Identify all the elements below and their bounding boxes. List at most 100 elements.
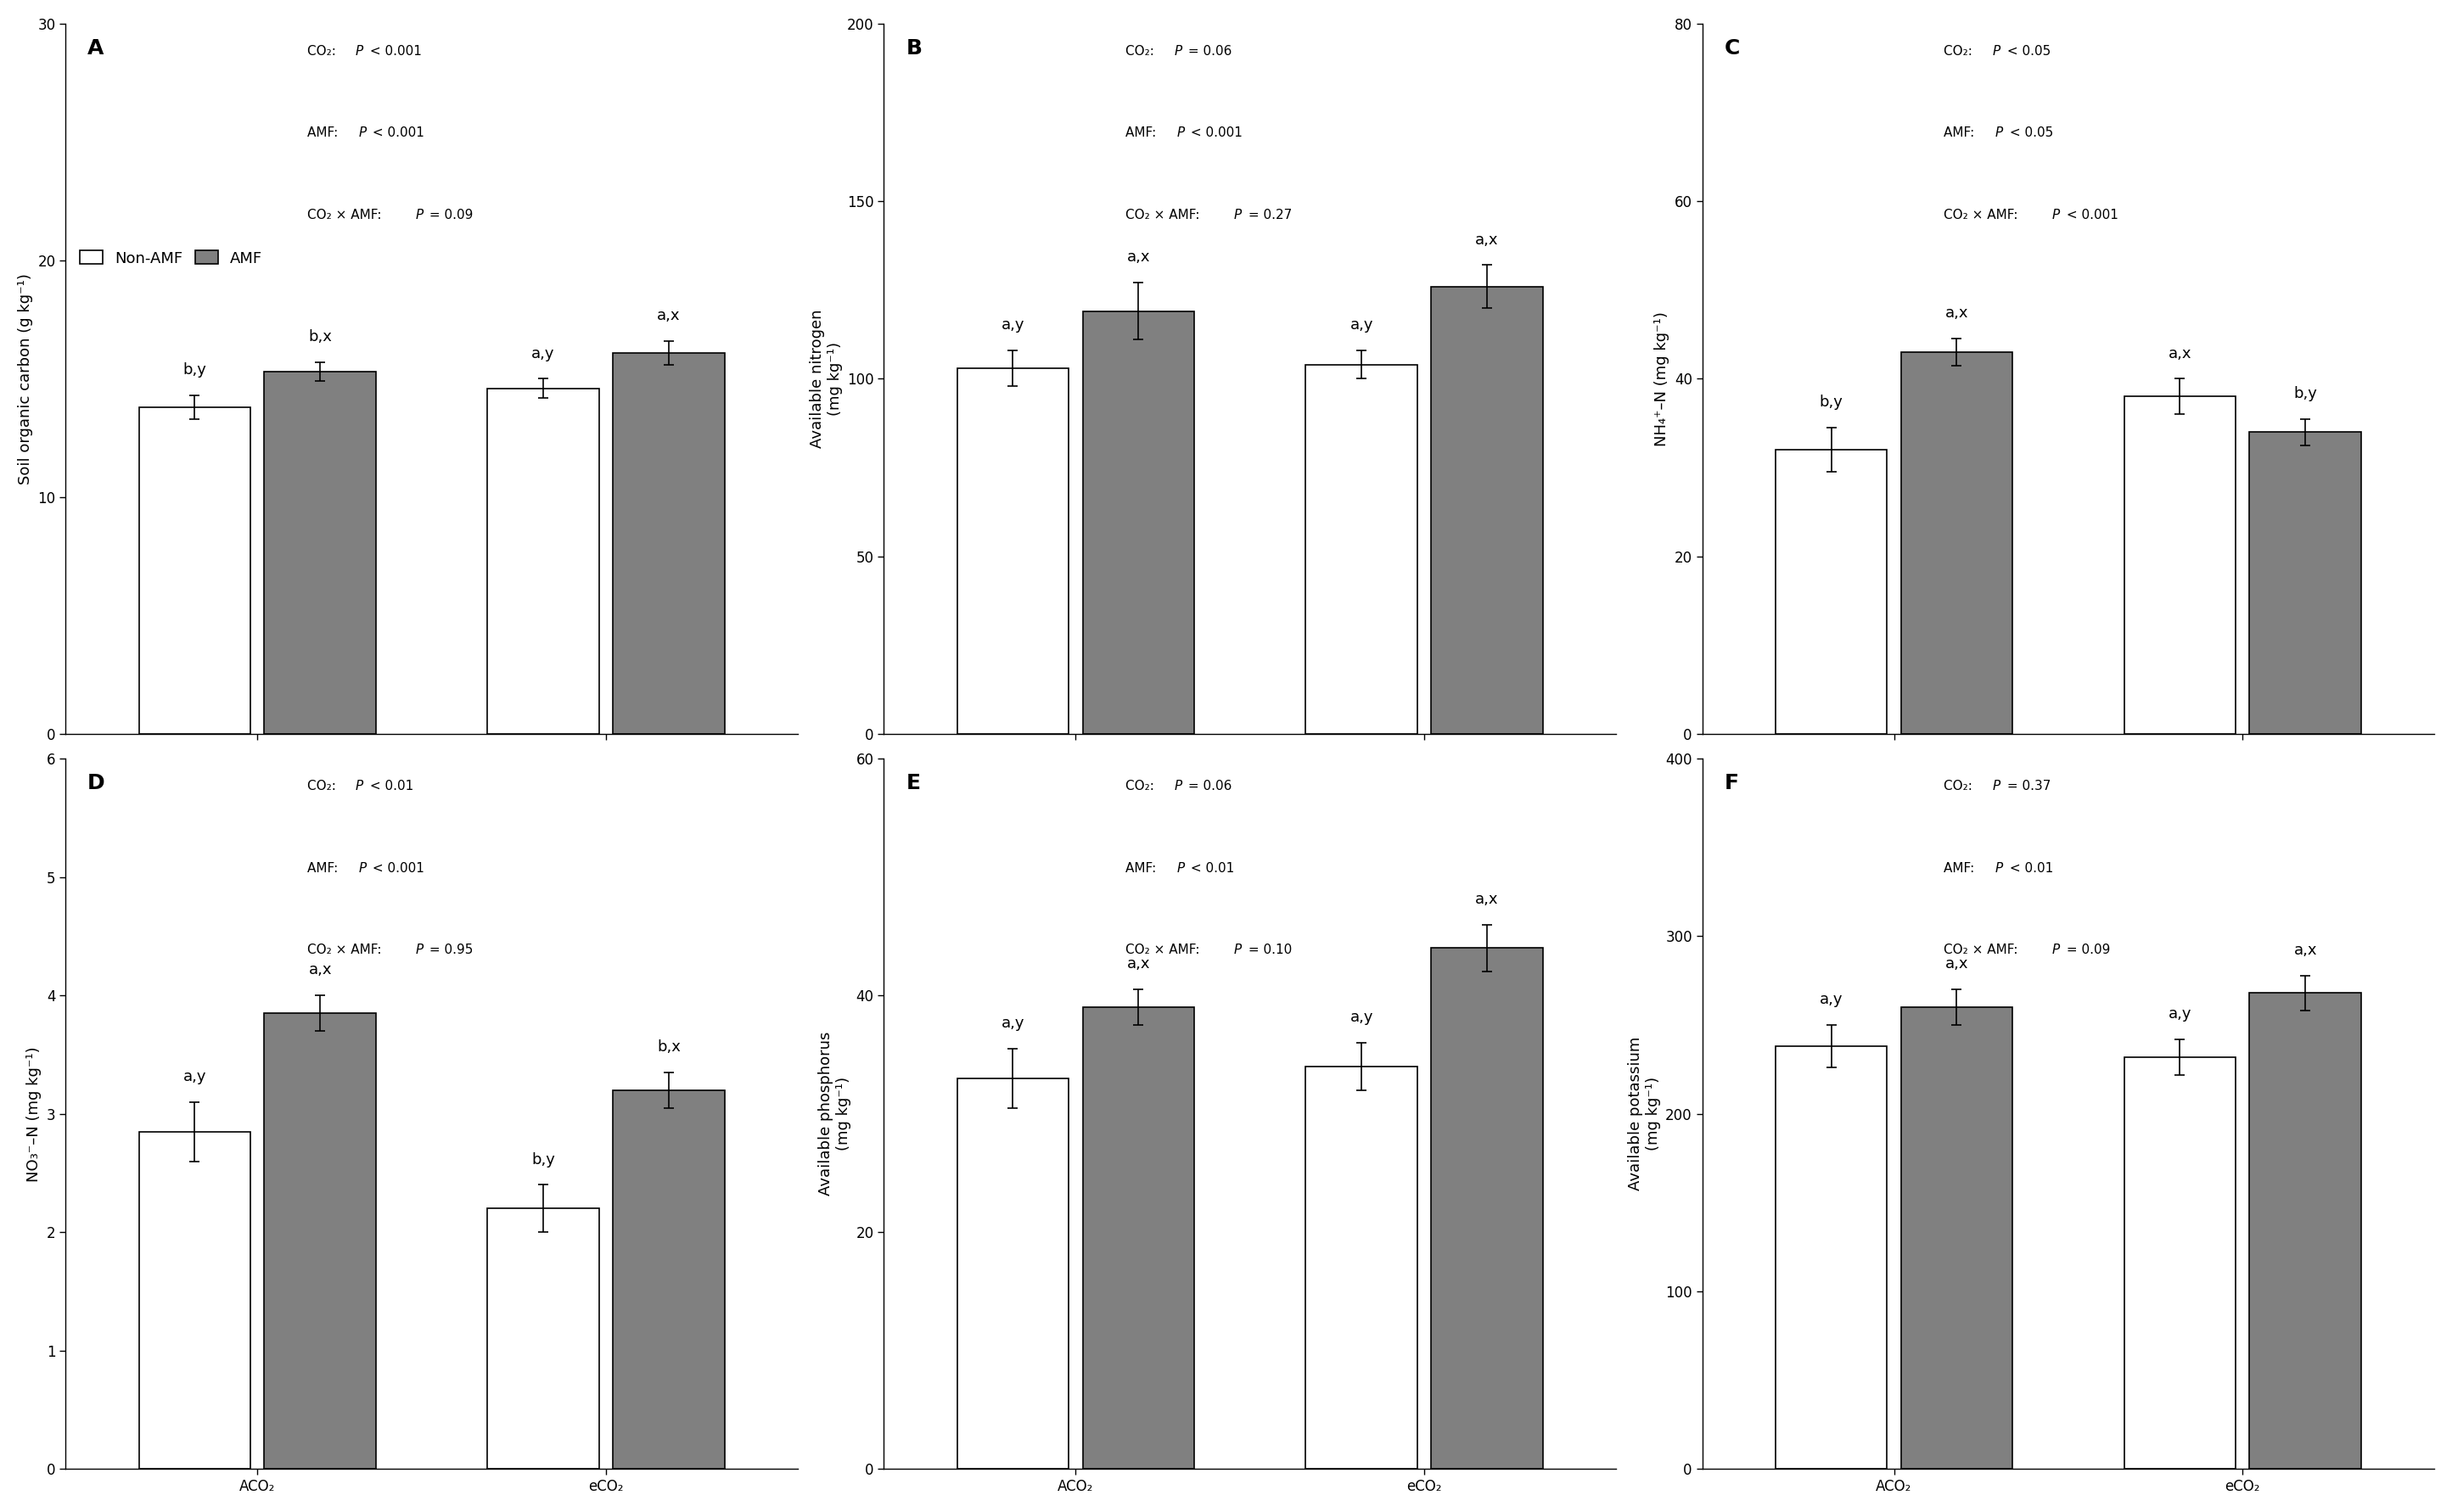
- Bar: [956, 1078, 1069, 1470]
- Text: a,x: a,x: [1476, 233, 1498, 248]
- Text: P: P: [2052, 943, 2060, 956]
- Text: CO₂:: CO₂:: [306, 45, 343, 57]
- Text: a,x: a,x: [1944, 305, 1969, 321]
- Text: < 0.01: < 0.01: [1187, 862, 1236, 874]
- Text: a,y: a,y: [532, 346, 554, 361]
- Text: b,x: b,x: [309, 330, 331, 345]
- Bar: [265, 1013, 375, 1470]
- Bar: [1432, 948, 1542, 1470]
- Text: CO₂:: CO₂:: [1125, 780, 1162, 792]
- Text: CO₂:: CO₂:: [306, 780, 343, 792]
- Text: a,x: a,x: [1944, 957, 1969, 972]
- Text: a,x: a,x: [309, 963, 331, 978]
- Text: P: P: [1177, 127, 1184, 139]
- Text: a,x: a,x: [1128, 957, 1150, 972]
- Bar: [1307, 364, 1417, 733]
- Bar: [2123, 1057, 2236, 1470]
- Bar: [140, 1131, 250, 1470]
- Text: a,y: a,y: [1819, 992, 1844, 1007]
- Bar: [1900, 1007, 2013, 1470]
- Text: AMF:: AMF:: [306, 127, 346, 139]
- Text: AMF:: AMF:: [306, 862, 346, 874]
- Text: AMF:: AMF:: [1125, 127, 1165, 139]
- Bar: [1775, 1046, 1888, 1470]
- Text: P: P: [1177, 862, 1184, 874]
- Text: a,x: a,x: [657, 308, 679, 324]
- Text: = 0.37: = 0.37: [2003, 780, 2050, 792]
- Bar: [1084, 1007, 1194, 1470]
- Text: CO₂ × AMF:: CO₂ × AMF:: [1125, 209, 1209, 221]
- Text: b,x: b,x: [657, 1039, 682, 1055]
- Text: = 0.06: = 0.06: [1184, 780, 1233, 792]
- Text: < 0.05: < 0.05: [2003, 45, 2050, 57]
- Text: b,y: b,y: [2293, 386, 2317, 401]
- Text: b,y: b,y: [532, 1152, 554, 1167]
- Bar: [2123, 396, 2236, 733]
- Text: a,x: a,x: [2293, 942, 2317, 957]
- Text: = 0.06: = 0.06: [1184, 45, 1233, 57]
- Bar: [488, 1208, 598, 1470]
- Text: P: P: [414, 943, 424, 956]
- Text: P: P: [1175, 45, 1182, 57]
- Bar: [265, 372, 375, 733]
- Text: = 0.09: = 0.09: [427, 209, 473, 221]
- Text: AMF:: AMF:: [1944, 127, 1984, 139]
- Text: a,x: a,x: [1476, 892, 1498, 907]
- Text: < 0.001: < 0.001: [368, 127, 424, 139]
- Text: P: P: [1996, 127, 2003, 139]
- Bar: [488, 389, 598, 733]
- Text: CO₂ × AMF:: CO₂ × AMF:: [1125, 943, 1209, 956]
- Text: < 0.01: < 0.01: [2006, 862, 2052, 874]
- Text: b,y: b,y: [184, 363, 206, 378]
- Text: < 0.01: < 0.01: [365, 780, 414, 792]
- Text: D: D: [88, 773, 105, 794]
- Text: = 0.09: = 0.09: [2062, 943, 2111, 956]
- Text: a,y: a,y: [2168, 1005, 2192, 1022]
- Text: a,x: a,x: [1128, 249, 1150, 265]
- Bar: [956, 367, 1069, 733]
- Text: = 0.27: = 0.27: [1243, 209, 1292, 221]
- Text: a,y: a,y: [1351, 318, 1373, 333]
- Text: CO₂:: CO₂:: [1125, 45, 1162, 57]
- Text: E: E: [905, 773, 920, 794]
- Y-axis label: Available nitrogen
(mg kg⁻¹): Available nitrogen (mg kg⁻¹): [809, 310, 843, 448]
- Text: CO₂ × AMF:: CO₂ × AMF:: [1944, 209, 2025, 221]
- Text: P: P: [1993, 780, 2001, 792]
- Bar: [2248, 432, 2361, 733]
- Y-axis label: NH₄⁺–N (mg kg⁻¹): NH₄⁺–N (mg kg⁻¹): [1655, 311, 1670, 446]
- Bar: [1900, 352, 2013, 733]
- Text: P: P: [1996, 862, 2003, 874]
- Bar: [613, 352, 723, 733]
- Bar: [1432, 286, 1542, 733]
- Text: a,y: a,y: [184, 1069, 206, 1084]
- Text: P: P: [1233, 943, 1241, 956]
- Text: P: P: [358, 862, 365, 874]
- Text: a,y: a,y: [1000, 1016, 1025, 1031]
- Text: CO₂:: CO₂:: [1944, 45, 1981, 57]
- Text: CO₂:: CO₂:: [1944, 780, 1981, 792]
- Bar: [2248, 993, 2361, 1470]
- Text: P: P: [1233, 209, 1241, 221]
- Bar: [1775, 451, 1888, 733]
- Bar: [613, 1090, 723, 1470]
- Text: = 0.95: = 0.95: [427, 943, 473, 956]
- Text: CO₂ × AMF:: CO₂ × AMF:: [306, 943, 390, 956]
- Text: P: P: [1993, 45, 2001, 57]
- Bar: [1084, 311, 1194, 733]
- Text: C: C: [1724, 38, 1741, 57]
- Text: CO₂ × AMF:: CO₂ × AMF:: [306, 209, 390, 221]
- Y-axis label: NO₃⁻–N (mg kg⁻¹): NO₃⁻–N (mg kg⁻¹): [27, 1046, 42, 1181]
- Legend: Non-AMF, AMF: Non-AMF, AMF: [74, 245, 270, 272]
- Text: a,x: a,x: [2168, 346, 2192, 361]
- Text: < 0.001: < 0.001: [365, 45, 422, 57]
- Text: < 0.05: < 0.05: [2006, 127, 2052, 139]
- Text: a,y: a,y: [1351, 1010, 1373, 1025]
- Text: b,y: b,y: [1819, 395, 1844, 410]
- Text: < 0.001: < 0.001: [2062, 209, 2119, 221]
- Text: AMF:: AMF:: [1944, 862, 1984, 874]
- Text: P: P: [356, 45, 363, 57]
- Text: a,y: a,y: [1000, 318, 1025, 333]
- Text: P: P: [356, 780, 363, 792]
- Y-axis label: Soil organic carbon (g kg⁻¹): Soil organic carbon (g kg⁻¹): [17, 274, 32, 484]
- Bar: [140, 407, 250, 733]
